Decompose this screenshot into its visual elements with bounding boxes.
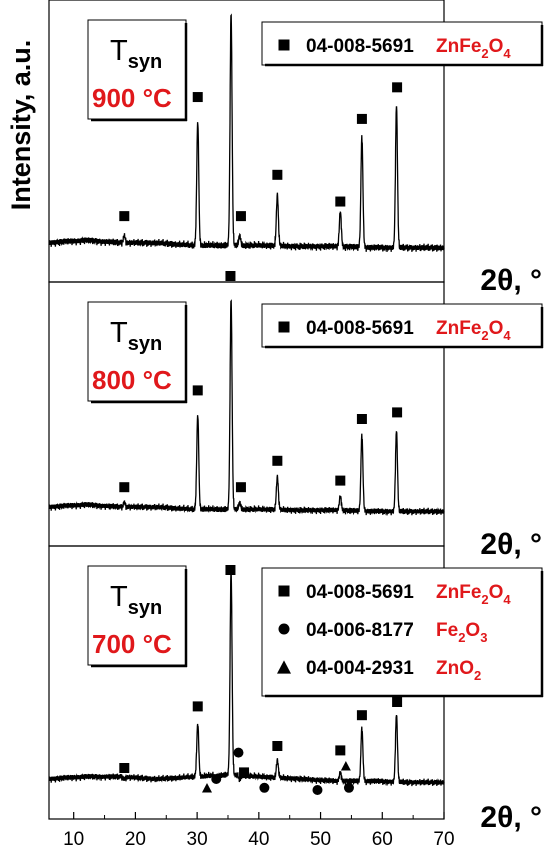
legend-pdf-code: 04-008-5691 bbox=[306, 36, 414, 57]
iron-oxide-marker bbox=[233, 747, 244, 758]
legend-phase-formula: Fe2O3 bbox=[436, 620, 487, 645]
phase-legend: 04-008-5691 ZnFe2O4 04-006-8177 Fe2O3 04-004… bbox=[261, 567, 544, 698]
diffraction-pattern-line bbox=[48, 571, 445, 787]
zinc-ferrite-marker bbox=[356, 710, 367, 721]
x-tick-label: 40 bbox=[248, 829, 269, 850]
zinc-ferrite-marker bbox=[225, 271, 236, 281]
zinc-ferrite-marker bbox=[278, 39, 290, 51]
x-tick-label: 50 bbox=[310, 829, 331, 850]
diffraction-pattern-line bbox=[48, 13, 445, 253]
temperature-box-frame bbox=[87, 565, 187, 666]
synthesis-temperature-value: 900 °C bbox=[92, 83, 172, 113]
legend-pdf-code: 04-008-5691 bbox=[306, 582, 414, 603]
zinc-peroxide-marker bbox=[202, 783, 212, 793]
iron-oxide-marker bbox=[343, 782, 354, 793]
zinc-ferrite-marker bbox=[392, 697, 403, 707]
zinc-ferrite-marker bbox=[272, 455, 283, 466]
phase-legend: 04-008-5691 ZnFe2O4 bbox=[261, 21, 544, 67]
synthesis-temperature-symbol: Tsyn bbox=[110, 317, 162, 355]
legend-phase-formula: ZnFe2O4 bbox=[436, 582, 511, 607]
zinc-ferrite-marker bbox=[192, 92, 203, 103]
phase-legend-frame bbox=[261, 567, 543, 697]
legend-entry-square: 04-008-5691 ZnFe2O4 bbox=[278, 36, 511, 61]
zinc-ferrite-marker bbox=[192, 385, 203, 396]
zinc-ferrite-marker bbox=[335, 745, 346, 756]
zinc-peroxide-marker bbox=[340, 761, 351, 771]
temperature-box-frame bbox=[87, 19, 187, 120]
zinc-ferrite-marker bbox=[335, 475, 346, 486]
zinc-peroxide-marker bbox=[277, 660, 291, 674]
y-axis-label: Intensity, a.u. bbox=[6, 40, 36, 211]
panels: Tsyn 900 °C 04-008-5691 ZnFe2O4 2θ, ° Tsyn 800… bbox=[48, 0, 544, 834]
zinc-ferrite-marker bbox=[272, 741, 283, 751]
legend-pdf-code: 04-008-5691 bbox=[306, 318, 414, 339]
legend-pdf-code: 04-006-8177 bbox=[306, 620, 414, 641]
iron-oxide-marker bbox=[211, 774, 222, 784]
temperature-box: Tsyn 800 °C bbox=[87, 301, 188, 404]
zinc-ferrite-marker bbox=[119, 482, 130, 493]
panel-0: Tsyn 900 °C 04-008-5691 ZnFe2O4 2θ, ° bbox=[48, 0, 544, 297]
diffraction-pattern-line bbox=[48, 299, 445, 516]
panel-1: Tsyn 800 °C 04-008-5691 ZnFe2O4 2θ, ° bbox=[48, 271, 544, 561]
zinc-ferrite-marker bbox=[272, 169, 283, 180]
zinc-ferrite-marker bbox=[239, 767, 250, 778]
temperature-box: Tsyn 900 °C bbox=[87, 19, 188, 122]
legend-phase-formula: ZnFe2O4 bbox=[436, 318, 511, 343]
zinc-ferrite-marker bbox=[225, 565, 236, 575]
zinc-ferrite-marker bbox=[278, 585, 290, 597]
x-tick-label: 10 bbox=[63, 829, 84, 850]
synthesis-temperature-value: 800 °C bbox=[92, 365, 172, 395]
zinc-ferrite-marker bbox=[278, 321, 290, 333]
zinc-ferrite-marker bbox=[335, 196, 346, 207]
legend-pdf-code: 04-004-2931 bbox=[306, 658, 414, 679]
zinc-ferrite-marker bbox=[392, 407, 403, 418]
legend-entry-circle: 04-006-8177 Fe2O3 bbox=[278, 620, 487, 645]
zinc-ferrite-marker bbox=[392, 82, 403, 93]
panel-2: Tsyn 700 °C 04-008-5691 ZnFe2O4 04-006-8177 F… bbox=[48, 545, 544, 834]
iron-oxide-marker bbox=[278, 623, 290, 635]
zinc-ferrite-marker bbox=[235, 211, 246, 222]
legend-phase-formula: ZnO2 bbox=[436, 658, 481, 683]
legend-entry-square: 04-008-5691 ZnFe2O4 bbox=[278, 318, 511, 343]
zinc-ferrite-marker bbox=[356, 414, 367, 424]
zinc-ferrite-marker bbox=[192, 701, 203, 712]
x-axis: 10 20 30 40 50 60 70 bbox=[63, 812, 455, 850]
x-tick-label: 30 bbox=[187, 829, 208, 850]
synthesis-temperature-value: 700 °C bbox=[92, 629, 172, 659]
x-tick-label: 60 bbox=[372, 829, 393, 850]
x-tick-label: 20 bbox=[125, 829, 146, 850]
legend-phase-formula: ZnFe2O4 bbox=[436, 36, 511, 61]
temperature-box: Tsyn 700 °C bbox=[87, 565, 188, 668]
zinc-ferrite-marker bbox=[119, 763, 130, 773]
x-axis-label: 2θ, ° bbox=[480, 801, 542, 834]
legend-entry-triangle: 04-004-2931 ZnO2 bbox=[277, 658, 481, 683]
phase-legend-frame bbox=[261, 21, 543, 66]
x-axis-label: 2θ, ° bbox=[480, 264, 542, 297]
synthesis-temperature-symbol: Tsyn bbox=[110, 35, 162, 73]
zinc-ferrite-marker bbox=[119, 211, 130, 222]
phase-legend-frame bbox=[261, 303, 543, 348]
iron-oxide-marker bbox=[259, 782, 270, 793]
synthesis-temperature-symbol: Tsyn bbox=[110, 581, 162, 619]
legend-entry-square: 04-008-5691 ZnFe2O4 bbox=[278, 582, 511, 607]
x-axis-label: 2θ, ° bbox=[480, 528, 542, 561]
zinc-ferrite-marker bbox=[356, 113, 367, 124]
phase-legend: 04-008-5691 ZnFe2O4 bbox=[261, 303, 544, 349]
x-tick-label: 70 bbox=[433, 829, 454, 850]
iron-oxide-marker bbox=[312, 785, 323, 795]
zinc-ferrite-marker bbox=[235, 482, 246, 493]
